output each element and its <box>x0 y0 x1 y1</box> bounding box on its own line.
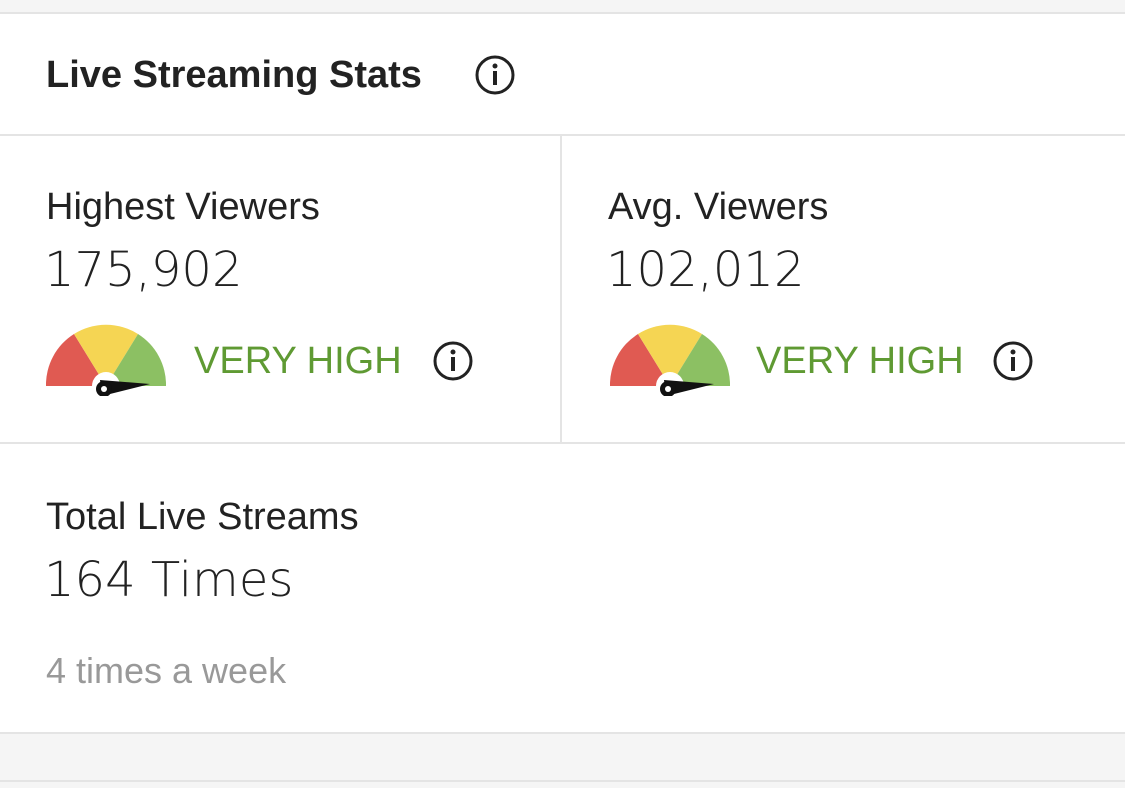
stat-cell: Avg. Viewers 102,012 VERY HIGH <box>562 136 1125 444</box>
card-header: Live Streaming Stats <box>0 14 1125 136</box>
total-label: Total Live Streams <box>46 496 359 538</box>
level-label: VERY HIGH <box>194 340 402 382</box>
divider <box>0 780 1125 782</box>
stat-label: Highest Viewers <box>46 186 320 228</box>
info-icon[interactable] <box>474 54 516 96</box>
total-value: 164 Times <box>44 552 294 608</box>
gauge <box>609 324 731 396</box>
stat-cell: Highest Viewers 175,902 VERY HIGH <box>0 136 562 444</box>
stats-card: Live Streaming Stats Highest Viewers 175… <box>0 12 1125 734</box>
stat-label: Avg. Viewers <box>608 186 829 228</box>
total-note: 4 times a week <box>46 650 287 691</box>
card-title: Live Streaming Stats <box>46 54 422 96</box>
stat-value: 175,902 <box>44 242 243 298</box>
stat-value: 102,012 <box>606 242 805 298</box>
info-icon[interactable] <box>992 340 1034 382</box>
info-icon[interactable] <box>432 340 474 382</box>
gauge <box>45 324 167 396</box>
level-label: VERY HIGH <box>756 340 964 382</box>
